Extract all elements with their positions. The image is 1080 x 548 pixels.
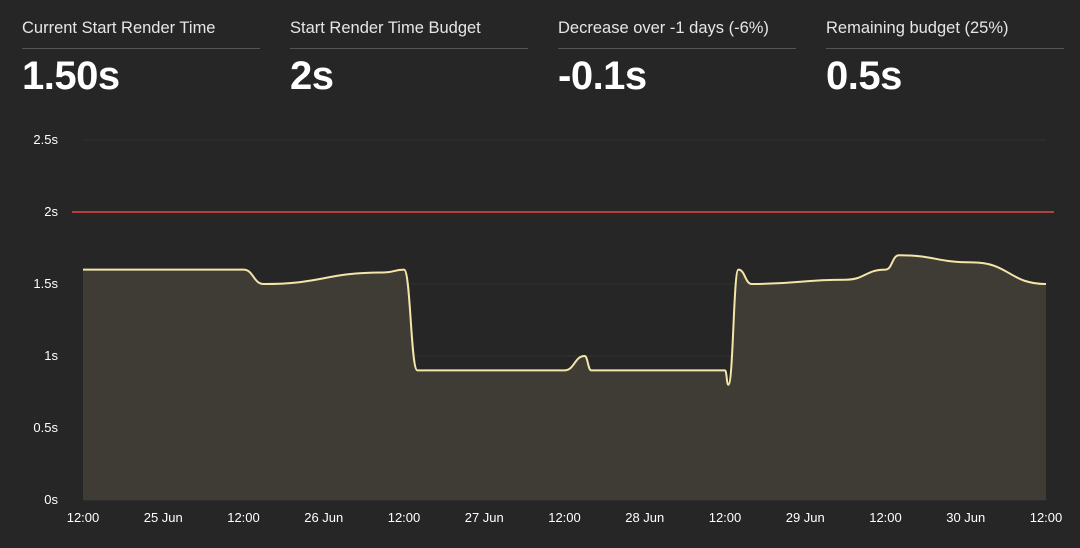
stat-value: 0.5s: [826, 54, 902, 98]
series-line: [83, 254, 1047, 386]
y-tick-label: 2s: [44, 204, 58, 219]
y-tick-label: 1s: [44, 348, 58, 363]
stat-label: Remaining budget (25%): [826, 19, 1064, 49]
stat-value: -0.1s: [558, 54, 647, 98]
stat-label: Start Render Time Budget: [290, 19, 528, 49]
stat-value: 1.50s: [22, 54, 120, 98]
x-tick-label: 25 Jun: [144, 510, 183, 525]
x-tick-label: 27 Jun: [465, 510, 504, 525]
x-tick-label: 12:00: [1030, 510, 1063, 525]
y-tick-label: 0s: [44, 492, 58, 507]
x-tick-label: 28 Jun: [625, 510, 664, 525]
stat-decrease: Decrease over -1 days (-6%) -0.1s: [558, 0, 796, 110]
x-tick-label: 12:00: [709, 510, 742, 525]
x-tick-label: 12:00: [67, 510, 100, 525]
x-tick-label: 30 Jun: [946, 510, 985, 525]
series-area-fill: [83, 255, 1046, 500]
x-axis-ticks: 12:00 25 Jun 12:00 26 Jun 12:00 27 Jun 12:00 28…: [67, 510, 1063, 525]
stat-value: 2s: [290, 54, 334, 98]
stat-budget: Start Render Time Budget 2s: [290, 0, 528, 110]
x-tick-label: 29 Jun: [786, 510, 825, 525]
x-tick-label: 12:00: [388, 510, 421, 525]
x-tick-label: 12:00: [869, 510, 902, 525]
y-tick-label: 1.5s: [33, 276, 58, 291]
stat-remaining-budget: Remaining budget (25%) 0.5s: [826, 0, 1064, 110]
stat-current-start-render: Current Start Render Time 1.50s: [22, 0, 260, 110]
stat-label: Decrease over -1 days (-6%): [558, 19, 796, 49]
stats-header: Current Start Render Time 1.50s Start Re…: [0, 0, 1080, 110]
x-tick-label: 26 Jun: [304, 510, 343, 525]
y-tick-label: 2.5s: [33, 132, 58, 147]
stat-label: Current Start Render Time: [22, 19, 260, 49]
y-axis-ticks: 0s 0.5s 1s 1.5s 2s 2.5s: [33, 132, 58, 507]
y-tick-label: 0.5s: [33, 420, 58, 435]
x-tick-label: 12:00: [227, 510, 260, 525]
x-tick-label: 12:00: [548, 510, 581, 525]
